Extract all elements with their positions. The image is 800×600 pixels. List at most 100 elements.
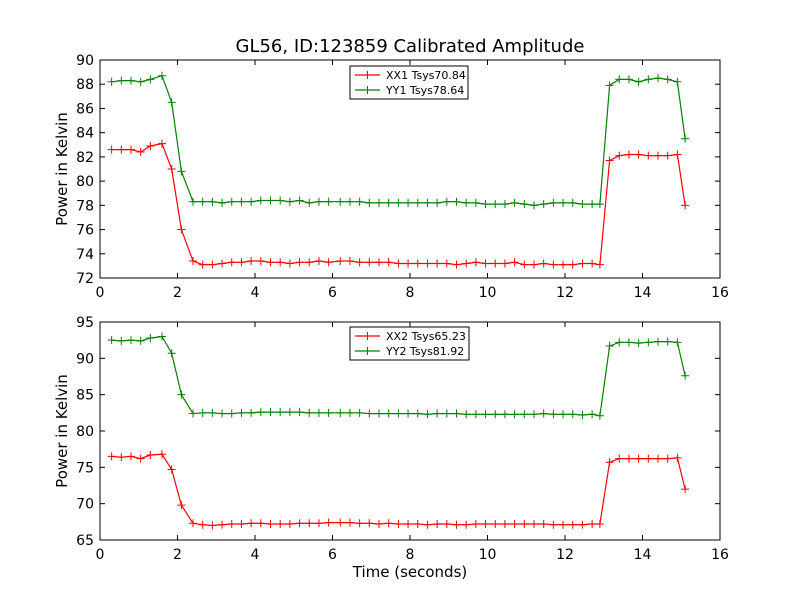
upper-plot-panel: 0 2 4 6 8 10 12 14 16 72 74 76 78 80 82 84 86 88 90 Power i… xyxy=(53,53,729,301)
data-point-marker xyxy=(433,520,442,529)
x-tick-label: 12 xyxy=(556,547,574,563)
data-point-marker xyxy=(673,150,682,159)
data-point-marker xyxy=(549,198,558,207)
data-point-marker xyxy=(127,145,135,154)
x-tick-label: 10 xyxy=(479,547,497,563)
data-point-marker xyxy=(605,156,614,165)
data-point-marker xyxy=(413,409,422,418)
data-point-marker xyxy=(491,200,500,209)
data-point-marker xyxy=(266,520,275,529)
data-point-marker xyxy=(276,520,285,529)
x-tick-label: 6 xyxy=(328,547,337,563)
data-point-marker xyxy=(256,408,265,417)
data-point-marker xyxy=(510,258,519,267)
x-axis-label: Time (seconds) xyxy=(352,563,468,581)
data-point-marker xyxy=(136,336,145,345)
data-point-marker xyxy=(198,520,207,529)
data-point-marker xyxy=(549,260,558,269)
data-point-marker xyxy=(218,409,227,418)
x-tick-label: 2 xyxy=(173,547,182,563)
data-point-marker xyxy=(365,409,374,418)
data-point-marker xyxy=(634,339,643,348)
data-point-marker xyxy=(256,257,265,266)
data-point-marker xyxy=(595,520,604,529)
data-point-marker xyxy=(578,259,587,268)
data-point-marker xyxy=(158,139,166,148)
data-point-marker xyxy=(615,454,624,463)
data-point-marker xyxy=(539,409,548,418)
legend-label: YY2 Tsys81.92 xyxy=(385,345,464,358)
data-point-marker xyxy=(530,260,538,269)
legend-marker xyxy=(363,332,372,340)
data-point-marker xyxy=(520,200,529,209)
data-point-marker xyxy=(167,465,176,474)
data-point-marker xyxy=(247,257,256,266)
data-point-marker xyxy=(117,336,126,345)
y-tick-label: 70 xyxy=(76,497,94,513)
data-point-marker xyxy=(615,151,624,160)
data-point-marker xyxy=(404,259,413,268)
data-point-marker xyxy=(452,520,461,529)
data-point-marker xyxy=(295,519,304,528)
y-tick-label: 82 xyxy=(76,150,94,166)
data-point-marker xyxy=(520,260,529,269)
y-tick-label: 90 xyxy=(76,53,94,69)
legend: XX2 Tsys65.23 YY2 Tsys81.92 xyxy=(349,326,470,361)
data-point-marker xyxy=(336,518,345,527)
data-point-marker xyxy=(256,519,265,528)
data-point-marker xyxy=(127,336,135,345)
data-point-marker xyxy=(384,409,393,418)
y-tick-label: 84 xyxy=(76,126,94,142)
data-point-marker xyxy=(588,200,597,209)
y-tick-label: 80 xyxy=(76,174,94,190)
data-point-marker xyxy=(481,259,490,268)
data-point-marker xyxy=(654,454,662,463)
data-point-marker xyxy=(510,198,519,207)
data-point-marker xyxy=(462,520,471,529)
data-point-marker xyxy=(644,338,653,347)
data-point-marker xyxy=(500,410,509,419)
series-line xyxy=(111,453,686,527)
y-tick-label: 90 xyxy=(76,351,94,367)
data-point-marker xyxy=(634,77,643,86)
data-point-marker xyxy=(539,520,548,529)
data-point-marker xyxy=(314,519,323,528)
data-point-marker xyxy=(247,519,256,528)
data-point-marker xyxy=(500,259,509,268)
data-point-marker xyxy=(568,260,577,269)
data-point-marker xyxy=(158,71,166,80)
data-point-marker xyxy=(663,151,672,160)
data-point-marker xyxy=(189,519,197,528)
data-point-marker xyxy=(365,198,374,207)
data-point-marker xyxy=(198,408,207,417)
x-tick-label: 8 xyxy=(406,547,415,563)
data-point-marker xyxy=(491,410,500,419)
series-1 xyxy=(107,71,690,210)
data-point-marker xyxy=(345,518,354,527)
data-point-marker xyxy=(266,258,275,267)
data-point-marker xyxy=(295,408,304,417)
data-point-marker xyxy=(355,258,364,267)
data-point-marker xyxy=(167,349,176,358)
data-point-marker xyxy=(218,520,227,529)
data-point-marker xyxy=(247,408,256,417)
data-point-marker xyxy=(208,521,217,530)
data-point-marker xyxy=(595,411,604,420)
x-tick-label: 4 xyxy=(251,285,260,301)
data-point-marker xyxy=(462,410,471,419)
data-point-marker xyxy=(644,454,653,463)
legend-marker xyxy=(363,71,372,79)
data-point-marker xyxy=(227,197,236,206)
x-tick-label: 10 xyxy=(479,285,497,301)
data-point-marker xyxy=(452,197,461,206)
data-point-marker xyxy=(266,408,275,417)
x-tick-label: 14 xyxy=(634,285,652,301)
data-point-marker xyxy=(624,454,633,463)
data-point-marker xyxy=(568,520,577,529)
data-point-marker xyxy=(663,337,672,346)
data-point-marker xyxy=(394,259,403,268)
data-point-marker xyxy=(285,197,294,206)
data-point-marker xyxy=(305,408,314,417)
data-point-marker xyxy=(559,520,568,529)
data-point-marker xyxy=(681,485,690,494)
